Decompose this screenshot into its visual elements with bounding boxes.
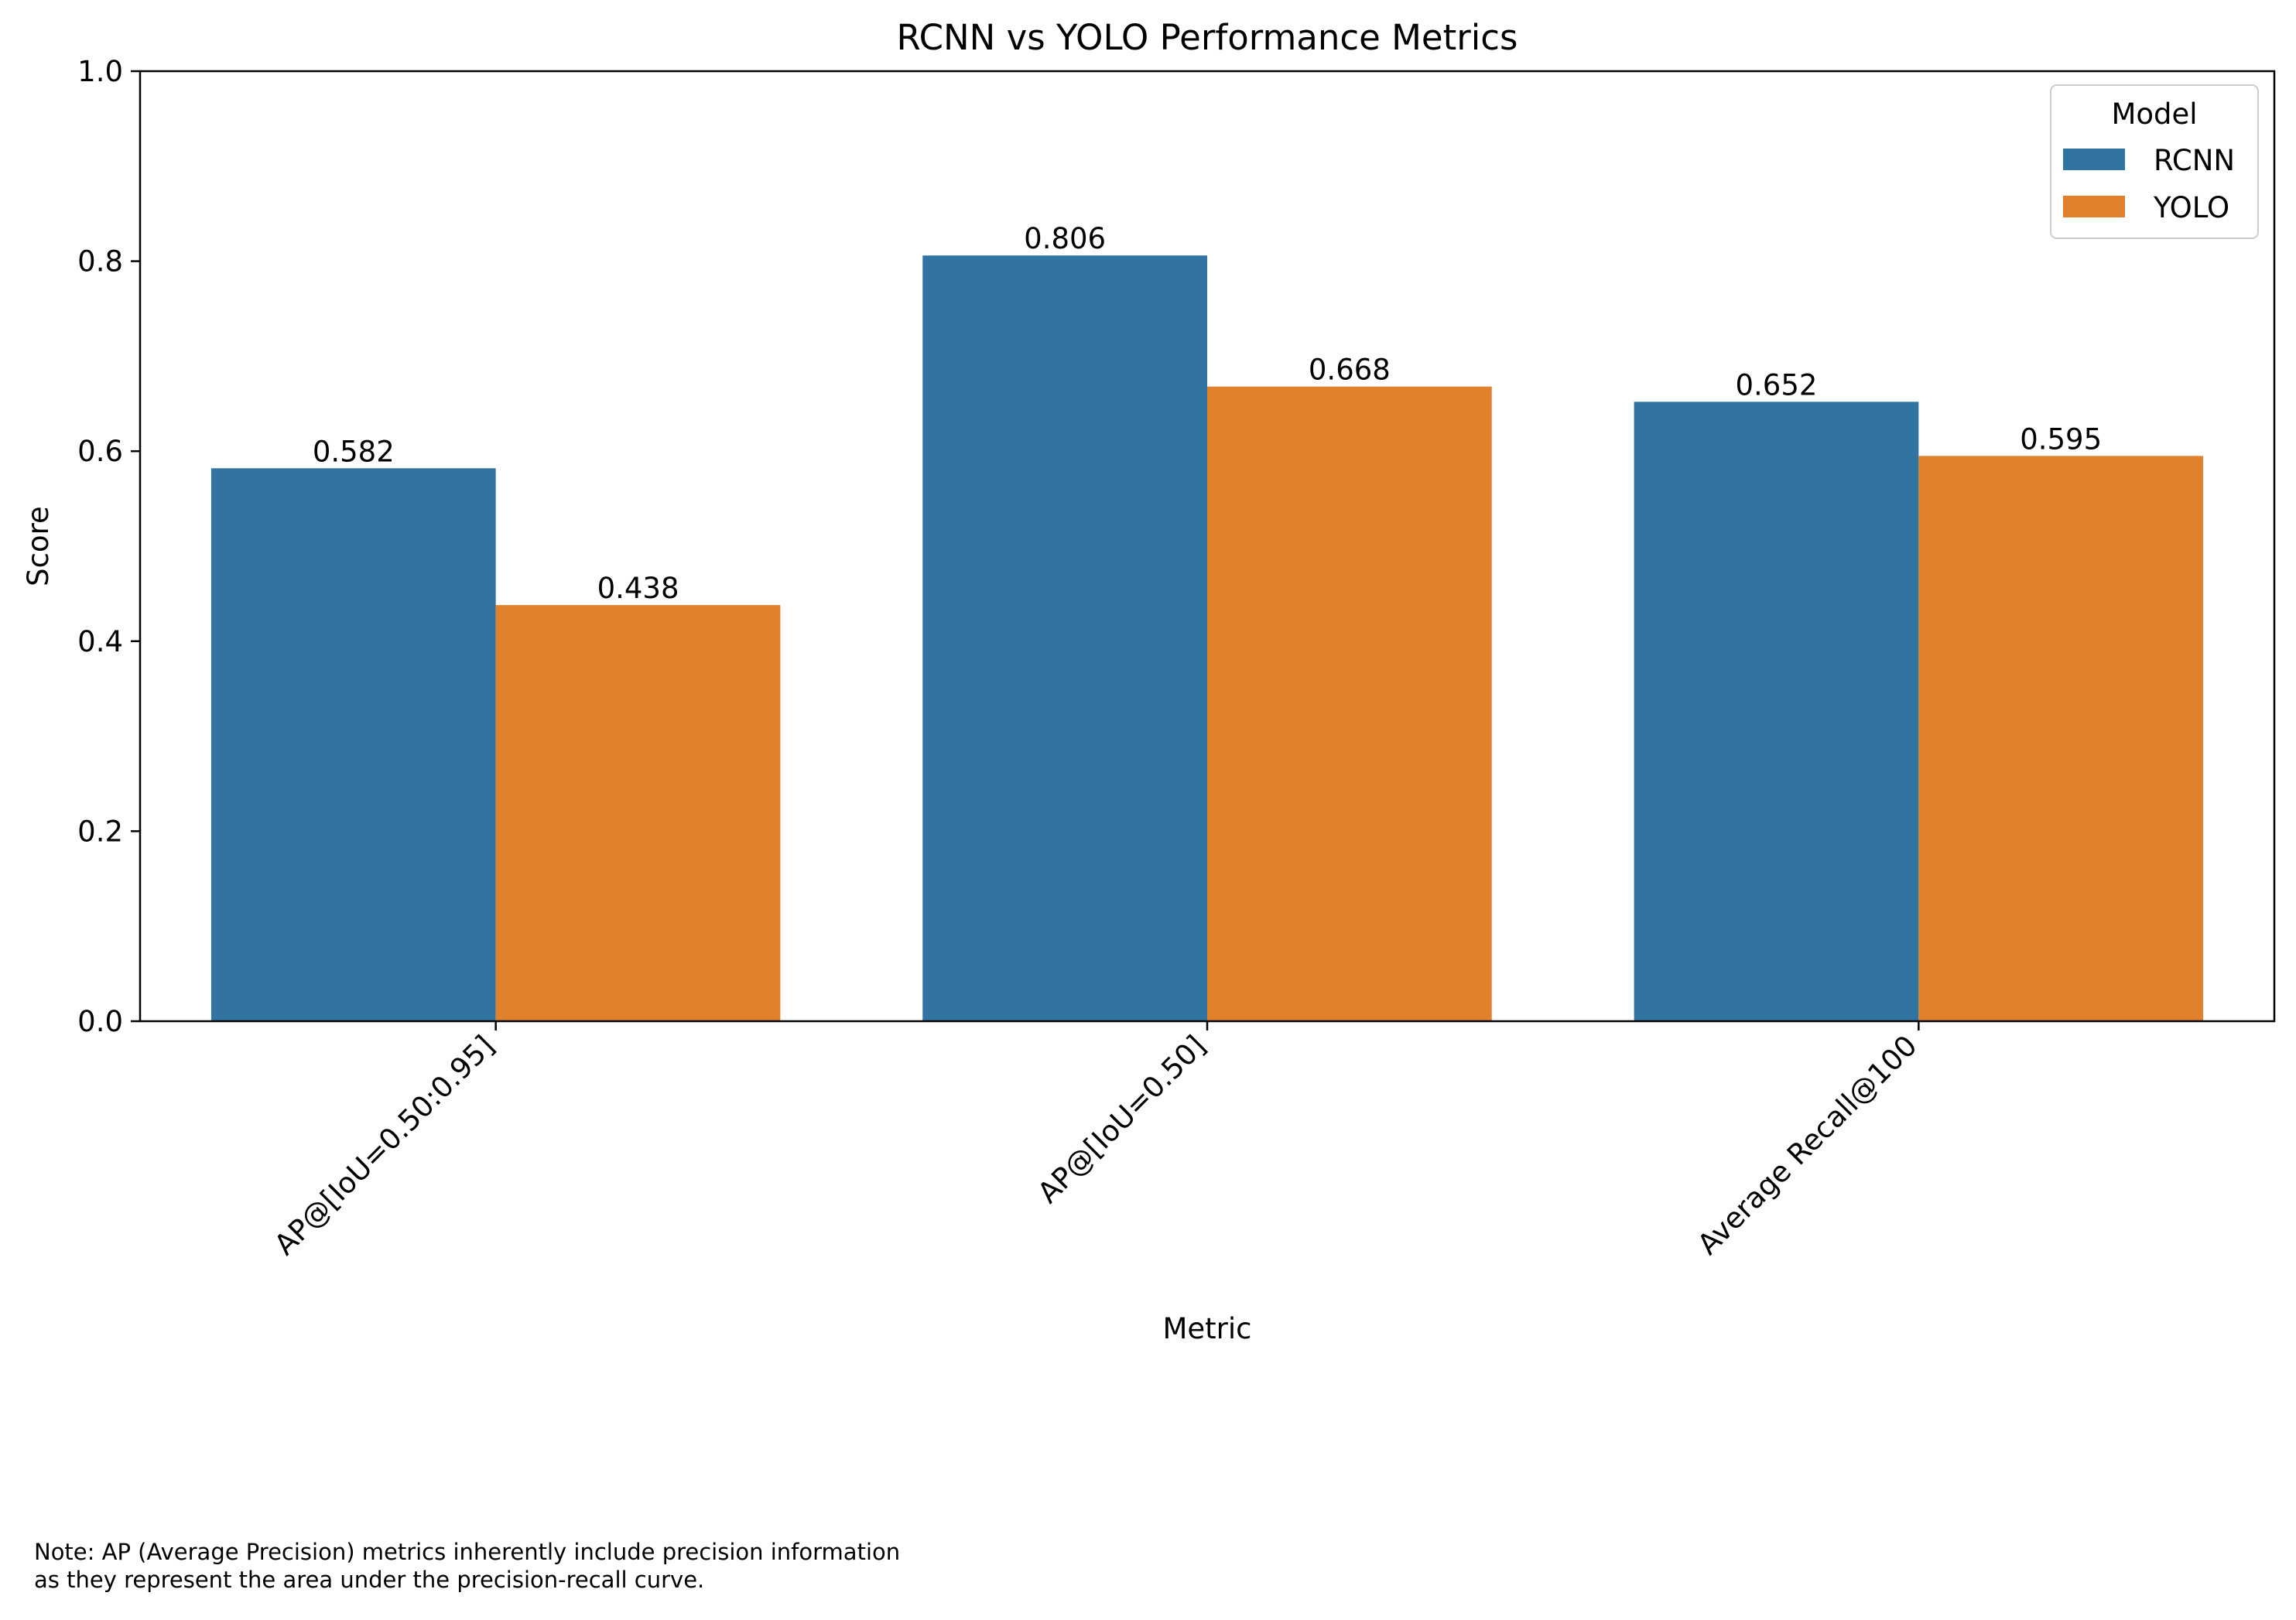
footnote-line-1: Note: AP (Average Precision) metrics inh… [34, 1539, 901, 1565]
bar-yolo-average-recall-100 [1918, 456, 2204, 1021]
bar-rcnn-average-recall-100 [1634, 402, 1919, 1021]
x-tick-label-average-recall-100: Average Recall@100 [1691, 1029, 1923, 1261]
bar-value-label-rcnn-ap-iou-0-50: 0.806 [1024, 222, 1106, 255]
bar-rcnn-ap-iou-0-50-0-95 [210, 468, 496, 1021]
bar-yolo-ap-iou-0-50 [1207, 386, 1492, 1021]
x-axis-label: Metric [1162, 1312, 1251, 1345]
y-tick-label-0-0: 0.0 [77, 1005, 123, 1038]
x-tick-label-ap-iou-0-50-0-95: AP@[IoU=0.50:0.95] [268, 1029, 501, 1262]
y-tick-label-0-4: 0.4 [77, 625, 123, 658]
bar-value-label-yolo-ap-iou-0-50: 0.668 [1309, 354, 1391, 387]
legend-label-rcnn: RCNN [2154, 144, 2235, 177]
bar-value-label-yolo-ap-iou-0-50-0-95: 0.438 [597, 572, 679, 605]
y-axis-ticks: 0.0 0.2 0.4 0.6 0.8 1.0 [77, 55, 140, 1038]
legend: Model RCNN YOLO [2050, 84, 2259, 239]
bars-group [210, 255, 2204, 1021]
y-tick-label-0-2: 0.2 [77, 815, 123, 848]
bar-value-labels: 0.582 0.438 0.806 0.668 0.652 0.595 [313, 222, 2102, 605]
legend-swatch-yolo [2063, 196, 2125, 217]
bar-rcnn-ap-iou-0-50 [922, 255, 1207, 1021]
x-tick-label-ap-iou-0-50: AP@[IoU=0.50] [1032, 1029, 1213, 1210]
y-axis-label: Score [22, 506, 55, 586]
x-axis-ticks: AP@[IoU=0.50:0.95] AP@[IoU=0.50] Average R… [268, 1021, 1924, 1262]
y-tick-label-1-0: 1.0 [77, 55, 123, 88]
y-tick-label-0-6: 0.6 [77, 435, 123, 468]
y-tick-label-0-8: 0.8 [77, 245, 123, 279]
chart-title: RCNN vs YOLO Performance Metrics [897, 17, 1518, 58]
legend-title: Model [2111, 97, 2197, 131]
legend-label-yolo: YOLO [2153, 191, 2229, 224]
footnote-line-2: as they represent the area under the pre… [34, 1567, 705, 1593]
bar-value-label-rcnn-ap-iou-0-50-0-95: 0.582 [313, 435, 395, 468]
bar-value-label-rcnn-average-recall-100: 0.652 [1735, 368, 1817, 402]
bar-value-label-yolo-average-recall-100: 0.595 [2020, 422, 2102, 456]
legend-swatch-rcnn [2063, 149, 2125, 170]
bar-yolo-ap-iou-0-50-0-95 [495, 605, 781, 1021]
footnote: Note: AP (Average Precision) metrics inh… [34, 1538, 900, 1594]
